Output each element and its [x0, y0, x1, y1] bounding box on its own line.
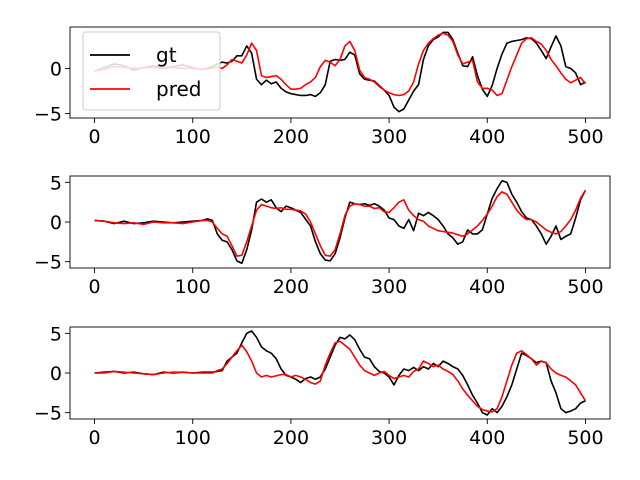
- x-tick-label: 500: [567, 276, 603, 298]
- x-tick-label: 300: [371, 276, 407, 298]
- series-line-pred: [94, 32, 587, 97]
- x-tick-label: 100: [175, 126, 211, 148]
- legend-label-gt: gt: [156, 43, 177, 67]
- legend: gt pred: [82, 31, 221, 111]
- x-tick-label: 200: [273, 126, 309, 148]
- y-tick-label: 0: [50, 212, 62, 234]
- y-tick-label: −5: [34, 403, 62, 425]
- y-tick-label: 5: [50, 323, 62, 345]
- y-tick-label: −5: [34, 252, 62, 274]
- x-tick-label: 400: [469, 427, 505, 449]
- x-tick-label: 400: [469, 126, 505, 148]
- y-tick-label: −5: [34, 103, 62, 125]
- x-tick-label: 200: [273, 427, 309, 449]
- axes-frame: [69, 26, 611, 119]
- x-tick-label: 100: [175, 427, 211, 449]
- series-line-pred: [94, 340, 587, 413]
- x-tick-label: 300: [371, 126, 407, 148]
- x-tick-label: 200: [273, 276, 309, 298]
- x-tick-label: 0: [88, 126, 100, 148]
- x-tick-label: 500: [567, 126, 603, 148]
- series-line-pred: [94, 189, 587, 257]
- x-tick-label: 0: [88, 276, 100, 298]
- chart-panel-1: 0 100 200 300 400 500 −5 0 gt pred: [34, 26, 611, 148]
- x-tick-label: 500: [567, 427, 603, 449]
- series-line-gt: [94, 179, 587, 265]
- chart-panel-3: 0 100 200 300 400 500 −5 0 5: [34, 323, 611, 449]
- chart-panel-2: 0 100 200 300 400 500 −5 0 5: [34, 172, 611, 298]
- y-tick-label: 0: [50, 363, 62, 385]
- x-tick-label: 300: [371, 427, 407, 449]
- y-tick-label: 0: [50, 58, 62, 80]
- x-tick-label: 400: [469, 276, 505, 298]
- legend-box: [82, 31, 221, 111]
- legend-label-pred: pred: [156, 77, 201, 101]
- x-tick-label: 100: [175, 276, 211, 298]
- y-tick-label: 5: [50, 172, 62, 194]
- x-tick-label: 0: [88, 427, 100, 449]
